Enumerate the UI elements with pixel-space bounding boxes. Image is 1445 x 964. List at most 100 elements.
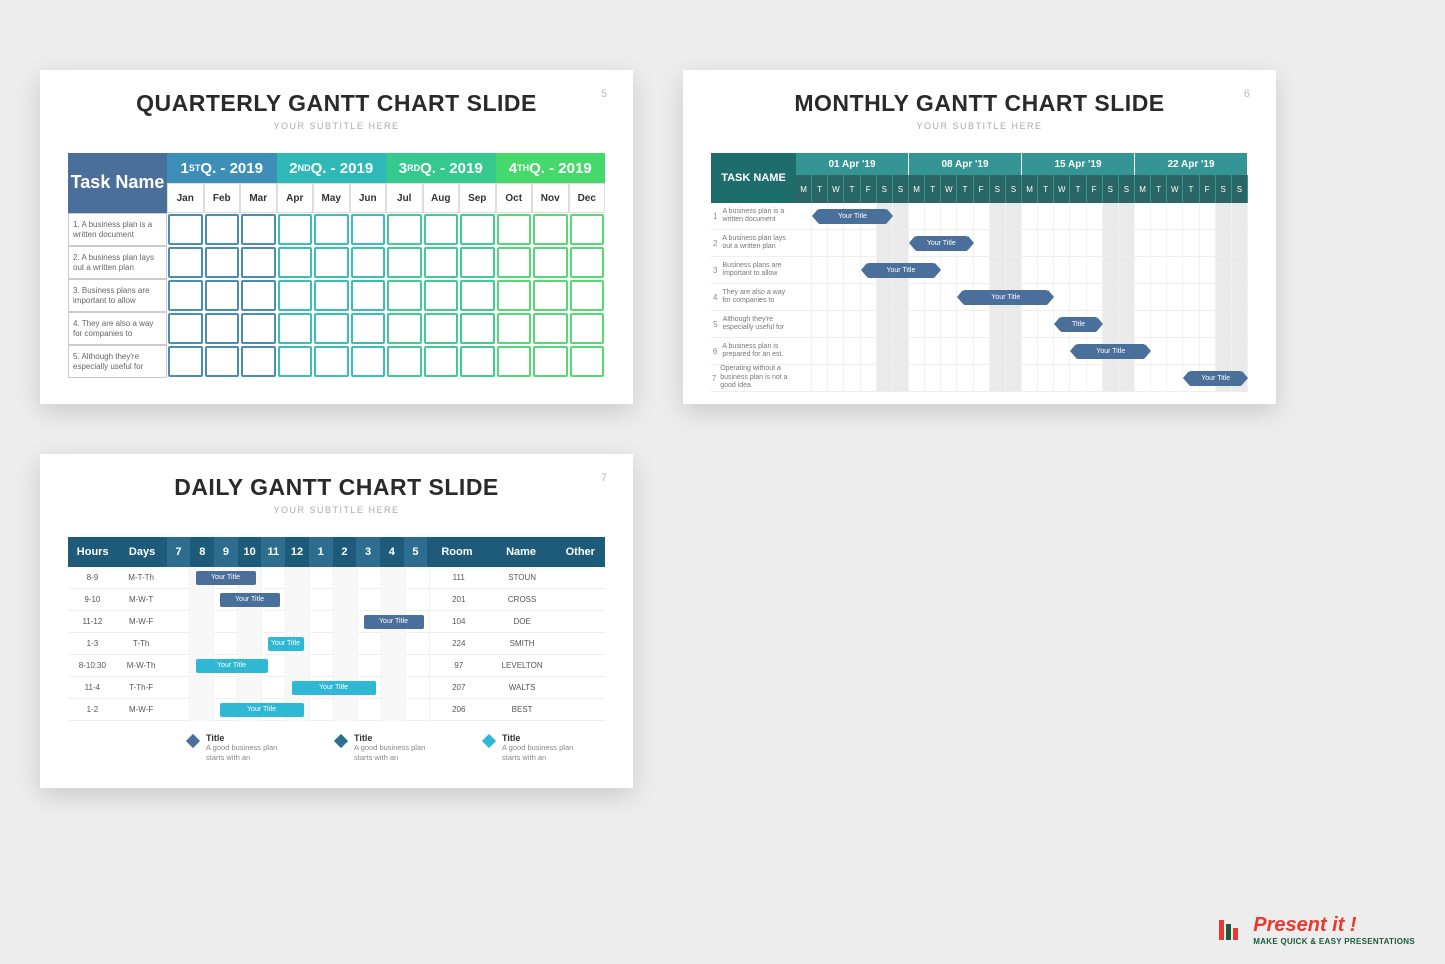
grid-cell xyxy=(941,203,957,229)
task-name-header: TASK NAME xyxy=(711,153,796,203)
day-header: M xyxy=(1022,175,1038,203)
brand-tagline: MAKE QUICK & EASY PRESENTATIONS xyxy=(1253,937,1415,946)
grid-cell xyxy=(990,257,1006,283)
grid-cell xyxy=(1070,203,1086,229)
grid-cell xyxy=(974,230,990,256)
grid-cell xyxy=(909,365,925,391)
gantt-bar: Your Title xyxy=(220,593,280,607)
gantt-cell xyxy=(278,280,313,311)
gantt-cell xyxy=(424,313,459,344)
grid-cell xyxy=(1103,203,1119,229)
gantt-cell xyxy=(241,214,276,245)
day-header: F xyxy=(861,175,877,203)
grid-cell xyxy=(1054,284,1070,310)
gantt-bar: Title xyxy=(1060,317,1096,332)
grid-cell xyxy=(1022,257,1038,283)
table-row: 9-10M-W-TYour Title201CROSS xyxy=(68,589,605,611)
grid-cell xyxy=(1103,284,1119,310)
grid-cell xyxy=(1070,284,1086,310)
gantt-cell xyxy=(460,280,495,311)
hour-header: 1 xyxy=(309,537,333,567)
month-header: Aug xyxy=(423,183,460,213)
day-header: S xyxy=(877,175,893,203)
grid-cell xyxy=(957,203,973,229)
monthly-table: TASK NAME 1A business plan is a written … xyxy=(711,153,1248,392)
month-header: Oct xyxy=(496,183,533,213)
grid-cell xyxy=(1119,311,1135,337)
grid-cell xyxy=(1135,257,1151,283)
gantt-cell xyxy=(168,313,203,344)
grid-cell xyxy=(1119,230,1135,256)
grid-cell xyxy=(861,311,877,337)
grid-cell xyxy=(1038,365,1054,391)
month-header: Sep xyxy=(459,183,496,213)
grid-cell xyxy=(1038,230,1054,256)
grid-cell xyxy=(1200,338,1216,364)
gantt-cell xyxy=(205,214,240,245)
brand-name: Present it ! xyxy=(1253,914,1415,937)
table-row: 1-3T-ThYour Title224SMITH xyxy=(68,633,605,655)
gantt-cell xyxy=(424,346,459,377)
day-header: F xyxy=(1087,175,1103,203)
grid-cell xyxy=(812,257,828,283)
gantt-cell xyxy=(387,313,422,344)
grid-cell xyxy=(1006,257,1022,283)
gantt-cell xyxy=(241,346,276,377)
day-header: M xyxy=(796,175,812,203)
grid-cell xyxy=(1183,230,1199,256)
gantt-cell xyxy=(497,313,532,344)
grid-cell xyxy=(1119,365,1135,391)
gantt-cell xyxy=(278,313,313,344)
grid-cell xyxy=(1183,338,1199,364)
gantt-bar: Your Title xyxy=(915,236,968,251)
hour-header: 4 xyxy=(380,537,404,567)
grid-cell xyxy=(828,230,844,256)
grid-cell xyxy=(1054,230,1070,256)
quarter-header: 4TH Q. - 2019 xyxy=(496,153,606,183)
grid-cell xyxy=(1006,230,1022,256)
grid-cell xyxy=(893,203,909,229)
grid-cell xyxy=(1087,257,1103,283)
grid-cell xyxy=(1200,311,1216,337)
grid-cell xyxy=(812,365,828,391)
quarterly-table: Task Name 1ST Q. - 20192ND Q. - 20193RD … xyxy=(68,153,605,378)
grid-cell xyxy=(974,203,990,229)
grid-cell xyxy=(1103,230,1119,256)
gantt-cell xyxy=(533,313,568,344)
grid-cell xyxy=(941,338,957,364)
gantt-cell xyxy=(460,247,495,278)
gantt-bar: Your Title xyxy=(1189,371,1242,386)
gantt-bar: Your Title xyxy=(1076,344,1145,359)
grid-cell xyxy=(957,365,973,391)
gantt-cell xyxy=(570,346,605,377)
grid-cell xyxy=(1135,311,1151,337)
month-header: Dec xyxy=(569,183,606,213)
day-header: T xyxy=(1151,175,1167,203)
grid-cell xyxy=(1200,257,1216,283)
legend-item: TitleA good business plan starts with an xyxy=(484,733,592,763)
grid-cell xyxy=(1070,230,1086,256)
grid-cell xyxy=(1183,203,1199,229)
gantt-cell xyxy=(241,313,276,344)
slide-subtitle: YOUR SUBTITLE HERE xyxy=(711,121,1248,131)
grid-cell xyxy=(796,311,812,337)
grid-cell xyxy=(861,284,877,310)
gantt-cell xyxy=(460,313,495,344)
grid-cell xyxy=(828,338,844,364)
gantt-cell xyxy=(460,346,495,377)
hour-header: 8 xyxy=(190,537,214,567)
task-row: 4They are also a way for companies to xyxy=(711,284,796,311)
hour-header: 2 xyxy=(333,537,357,567)
col-room: Room xyxy=(427,546,486,558)
grid-cell xyxy=(1183,257,1199,283)
gantt-cell xyxy=(278,247,313,278)
grid-cell xyxy=(1167,230,1183,256)
day-header: W xyxy=(941,175,957,203)
grid-cell xyxy=(957,338,973,364)
month-header: Feb xyxy=(204,183,241,213)
gantt-cell xyxy=(387,346,422,377)
slide-number: 5 xyxy=(601,88,607,100)
day-header: S xyxy=(1232,175,1248,203)
day-header: T xyxy=(1183,175,1199,203)
grid-cell xyxy=(844,338,860,364)
